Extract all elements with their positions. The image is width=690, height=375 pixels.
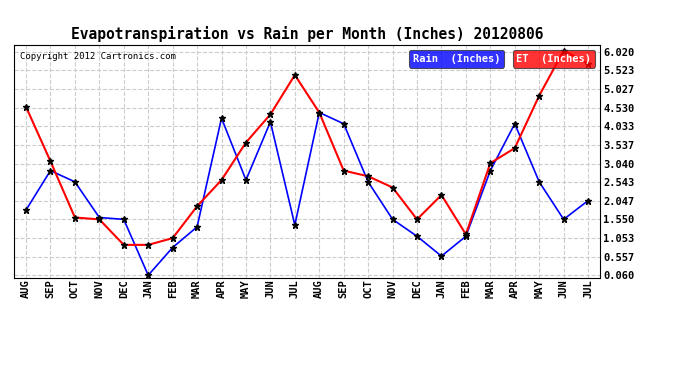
Title: Evapotranspiration vs Rain per Month (Inches) 20120806: Evapotranspiration vs Rain per Month (In…	[71, 27, 543, 42]
Legend: ET  (Inches): ET (Inches)	[513, 50, 595, 68]
Text: Copyright 2012 Cartronics.com: Copyright 2012 Cartronics.com	[19, 52, 175, 61]
